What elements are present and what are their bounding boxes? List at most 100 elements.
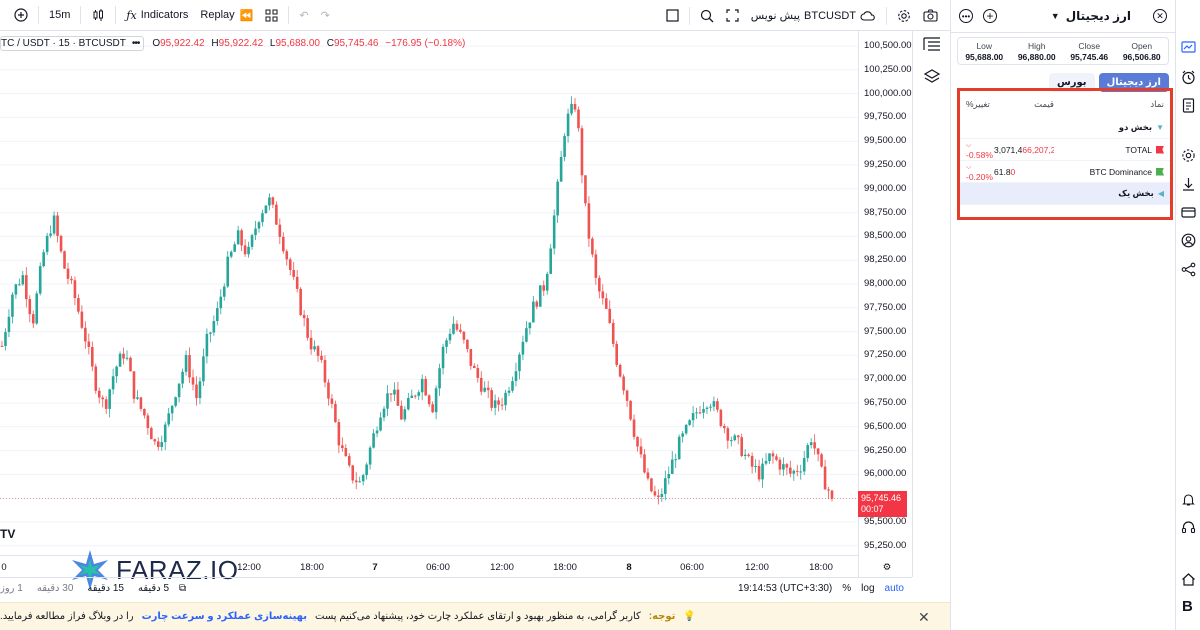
chart-legend: TC / USDT · 15 · BTCUSDT ••• O95,922.42 … xyxy=(0,36,469,51)
open-key: O xyxy=(152,38,161,49)
replay-button[interactable]: Replay ⏪ xyxy=(194,3,259,27)
tab-crypto[interactable]: ارز دیجیتال xyxy=(1098,73,1169,92)
headset-icon[interactable] xyxy=(1181,520,1196,535)
watchlist-selector[interactable]: ▼ ارز دیجیتال ✕ xyxy=(1051,9,1167,23)
candle-body xyxy=(483,387,487,392)
card-icon[interactable] xyxy=(1181,205,1196,220)
candle-body xyxy=(264,205,268,214)
candle-body xyxy=(413,395,417,397)
candle-body xyxy=(160,442,164,448)
col-symbol[interactable]: نماد xyxy=(1150,99,1164,109)
candle-body xyxy=(469,349,473,366)
percent-toggle[interactable]: % xyxy=(842,583,852,594)
close-panel-icon[interactable]: ✕ xyxy=(1153,9,1167,23)
indicators-button[interactable]: ƒx Indicators xyxy=(120,3,194,27)
candle-body xyxy=(66,268,70,279)
more-options-icon[interactable]: ••• xyxy=(959,9,973,23)
maximize-button[interactable] xyxy=(720,4,745,28)
price-axis[interactable]: 100,500.00 100,250.00 100,000.00 99,750.00 9… xyxy=(858,31,912,577)
candle-body xyxy=(420,378,424,393)
download-icon[interactable] xyxy=(1181,177,1196,192)
redo-button[interactable]: ↷ xyxy=(320,9,330,22)
candle-body xyxy=(382,408,386,418)
candle-body xyxy=(344,448,348,457)
interval-button[interactable]: 15m xyxy=(49,9,71,21)
watchlist-row-btc-dominance[interactable]: BTC Dominance 61.80 ⌵ -0.20% xyxy=(960,161,1170,183)
candle-body xyxy=(146,415,150,429)
candle-body xyxy=(288,259,292,271)
col-price[interactable]: قیمت xyxy=(1034,99,1054,109)
candle-body xyxy=(747,454,750,456)
candle-body xyxy=(511,381,514,391)
time-axis[interactable]: 0 12:00 18:00 7 06:00 12:00 18:00 8 06:00 12:00 18… xyxy=(0,555,891,577)
bulb-icon: 💡 xyxy=(683,611,696,622)
zoom-button[interactable] xyxy=(694,4,720,28)
brand-b-icon[interactable]: B xyxy=(1182,598,1193,615)
layers-icon[interactable] xyxy=(923,68,941,84)
candle-body xyxy=(660,493,664,498)
chart-type-button[interactable] xyxy=(85,3,111,27)
bell-icon[interactable] xyxy=(1181,492,1196,507)
section-row-two[interactable]: ▼ بخش دو xyxy=(960,117,1170,139)
clock[interactable]: 19:14:53 (UTC+3:30) xyxy=(738,583,833,594)
alarm-clock-icon[interactable] xyxy=(1181,70,1196,85)
settings-icon[interactable] xyxy=(1181,148,1196,163)
share-icon[interactable] xyxy=(1181,262,1196,277)
price-tick: 97,000.00 xyxy=(864,373,907,385)
candle-body xyxy=(205,333,209,357)
range-15m[interactable]: 15 دقیقه xyxy=(87,583,124,594)
add-symbol-icon[interactable]: + xyxy=(983,9,997,23)
chart-pane[interactable]: TC / USDT · 15 · BTCUSDT ••• O95,922.42 … xyxy=(0,31,912,577)
auto-toggle[interactable]: auto xyxy=(884,583,904,594)
range-30m[interactable]: 30 دقیقه xyxy=(36,583,74,594)
candle-body xyxy=(226,256,230,287)
price-tick: 96,750.00 xyxy=(864,397,907,408)
candle-body xyxy=(150,428,153,440)
price-tick: 98,750.00 xyxy=(864,206,907,218)
watchlist-icon[interactable] xyxy=(1181,40,1196,55)
notes-icon[interactable] xyxy=(1181,98,1196,113)
candle-body xyxy=(664,478,667,494)
candle-body xyxy=(115,366,118,377)
log-toggle[interactable]: log xyxy=(861,583,875,594)
settings-button[interactable] xyxy=(891,4,917,28)
fullscreen-toggle[interactable] xyxy=(660,4,685,28)
price-tick: 98,500.00 xyxy=(864,230,907,242)
notice-banner: 💡 توجه: کاربر گرامی، به منظور بهبود و ار… xyxy=(0,602,950,630)
axis-settings-icon[interactable]: ⚙ xyxy=(882,562,892,573)
section-row-one[interactable]: ◀ بخش یک xyxy=(960,183,1170,205)
candle-body xyxy=(132,371,136,399)
high-value: 95,922.42 xyxy=(218,38,264,49)
undo-button[interactable]: ↶ xyxy=(299,9,309,22)
grid-icon xyxy=(265,9,278,21)
tab-stocks[interactable]: بورس xyxy=(1048,73,1095,92)
save-layout-button[interactable]: پیش نویس BTCUSDT xyxy=(745,4,882,28)
col-change[interactable]: تغییر% xyxy=(966,99,990,109)
snapshot-button[interactable] xyxy=(917,4,944,28)
candle-body xyxy=(789,467,792,474)
home-icon[interactable] xyxy=(1181,572,1196,587)
candle-body xyxy=(681,433,684,437)
add-symbol-button[interactable] xyxy=(8,3,34,27)
tradingview-logo[interactable]: TV xyxy=(0,527,16,541)
object-tree-icon[interactable] xyxy=(923,36,941,52)
user-icon[interactable] xyxy=(1181,233,1196,248)
section-two-label: بخش دو xyxy=(1118,122,1153,132)
range-5m[interactable]: 5 دقیقه xyxy=(137,583,169,594)
date-range-icon[interactable]: ⧉ xyxy=(179,583,187,594)
candle-body xyxy=(591,238,594,255)
candle-body xyxy=(726,428,730,441)
close-icon[interactable]: ✕ xyxy=(918,609,930,625)
time-tick: 06:00 xyxy=(426,562,450,573)
candle-body xyxy=(181,371,184,384)
candle-body xyxy=(677,436,681,460)
price-chart[interactable] xyxy=(0,31,858,555)
range-1d[interactable]: 1 روز xyxy=(0,583,23,594)
layouts-button[interactable] xyxy=(259,3,284,27)
candle-body xyxy=(275,204,278,225)
more-button[interactable]: ••• xyxy=(131,38,140,49)
candle-body xyxy=(42,252,45,267)
watchlist-row-total[interactable]: TOTAL 3,071,466,207,28 ⌵ -0.58% xyxy=(960,139,1170,161)
symbol-legend[interactable]: TC / USDT · 15 · BTCUSDT ••• xyxy=(0,36,145,51)
notice-link[interactable]: بهینه‌سازی عملکرد و سرعت چارت xyxy=(141,611,308,622)
